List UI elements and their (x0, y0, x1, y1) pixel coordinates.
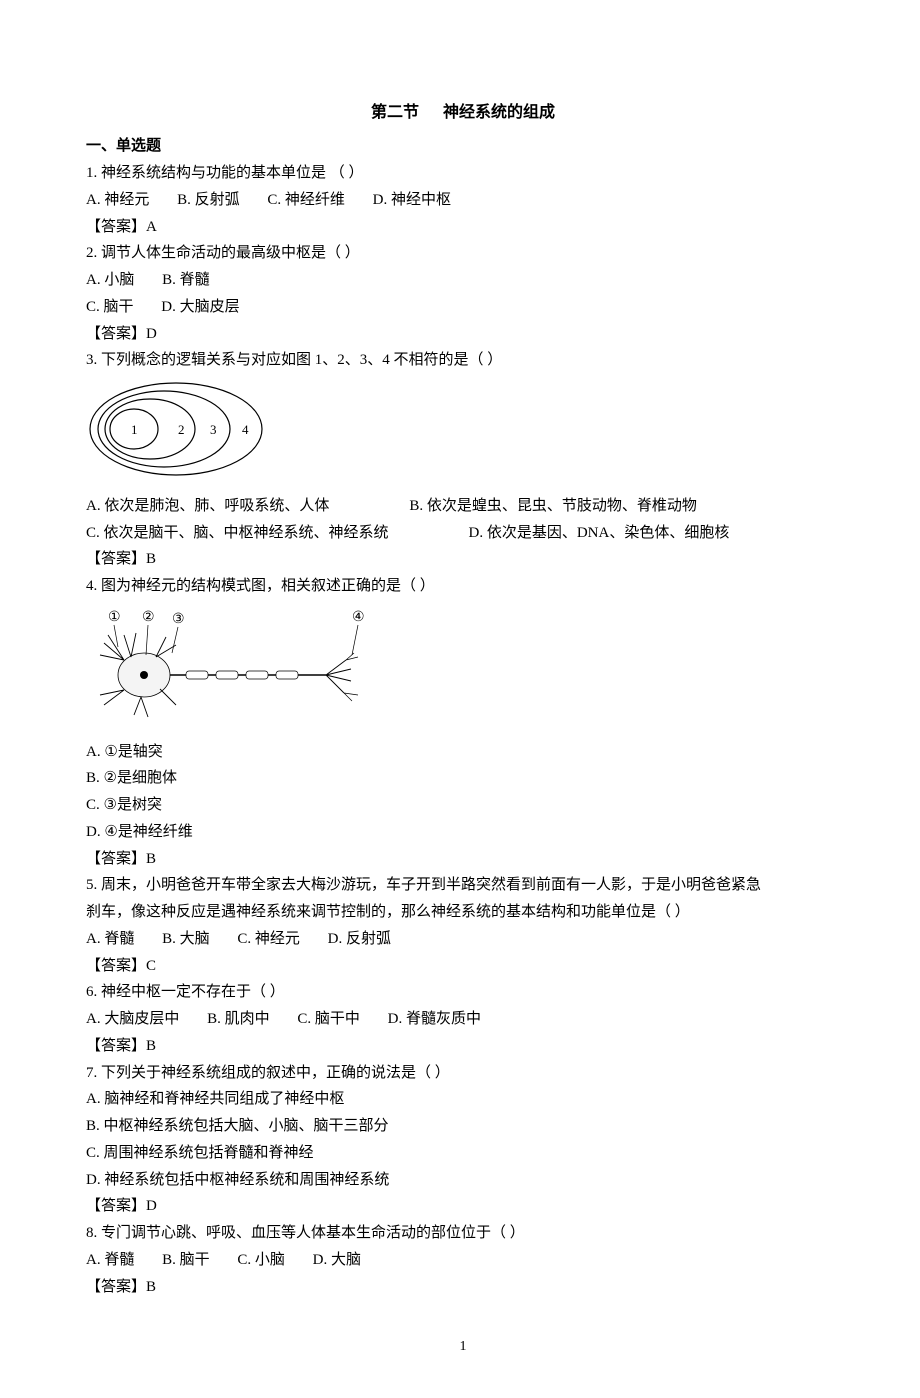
q3-opt-a: A. 依次是肺泡、肺、呼吸系统、人体 (86, 494, 329, 519)
q6-options: A. 大脑皮层中 B. 肌肉中 C. 脑干中 D. 脊髓灰质中 (86, 1007, 840, 1032)
q5-opt-b: B. 大脑 (162, 931, 210, 947)
q4-figure: ① ② ③ ④ (86, 605, 840, 734)
q4-opt-c: C. ③是树突 (86, 793, 840, 818)
q3-opt-c: C. 依次是脑干、脑、中枢神经系统、神经系统 (86, 521, 389, 546)
question-8: 8. 专门调节心跳、呼吸、血压等人体基本生命活动的部位位于（ ） (86, 1221, 840, 1246)
question-5-line2: 刹车，像这种反应是遇神经系统来调节控制的，那么神经系统的基本结构和功能单位是（ … (86, 900, 840, 925)
q4-fig-label-4: ④ (352, 610, 365, 625)
q5-opt-d: D. 反射弧 (328, 931, 391, 947)
q2-answer: 【答案】D (86, 322, 840, 347)
q1-answer: 【答案】A (86, 215, 840, 240)
question-5-line1: 5. 周末，小明爸爸开车带全家去大梅沙游玩，车子开到半路突然看到前面有一人影，于… (86, 873, 840, 898)
q2-options-row1: A. 小脑 B. 脊髓 (86, 268, 840, 293)
q4-fig-label-3: ③ (172, 612, 185, 627)
question-1: 1. 神经系统结构与功能的基本单位是 （ ） (86, 161, 840, 186)
q5-opt-a: A. 脊髓 (86, 931, 134, 947)
q8-opt-a: A. 脊髓 (86, 1252, 134, 1268)
q3-opt-b: B. 依次是蝗虫、昆虫、节肢动物、脊椎动物 (409, 494, 697, 519)
q6-answer: 【答案】B (86, 1034, 840, 1059)
q1-options: A. 神经元 B. 反射弧 C. 神经纤维 D. 神经中枢 (86, 188, 840, 213)
q1-opt-a: A. 神经元 (86, 192, 149, 208)
q7-answer: 【答案】D (86, 1194, 840, 1219)
q2-opt-a: A. 小脑 (86, 272, 134, 288)
title-part2: 神经系统的组成 (443, 104, 555, 121)
question-3: 3. 下列概念的逻辑关系与对应如图 1、2、3、4 不相符的是（ ） (86, 348, 840, 373)
q6-opt-c: C. 脑干中 (297, 1011, 360, 1027)
q8-opt-d: D. 大脑 (313, 1252, 361, 1268)
section-header: 一、单选题 (86, 134, 840, 159)
q4-opt-a: A. ①是轴突 (86, 740, 840, 765)
question-2: 2. 调节人体生命活动的最高级中枢是（ ） (86, 241, 840, 266)
question-6: 6. 神经中枢一定不存在于（ ） (86, 980, 840, 1005)
q3-fig-label-1: 1 (131, 422, 138, 437)
q8-opt-c: C. 小脑 (237, 1252, 285, 1268)
q3-opt-d: D. 依次是基因、DNA、染色体、细胞核 (469, 521, 730, 546)
title-part1: 第二节 (371, 104, 419, 121)
q3-fig-label-4: 4 (242, 422, 249, 437)
q1-opt-c: C. 神经纤维 (267, 192, 345, 208)
question-7: 7. 下列关于神经系统组成的叙述中，正确的说法是（ ） (86, 1061, 840, 1086)
q3-figure: 1 2 3 4 (86, 379, 840, 488)
q4-opt-b: B. ②是细胞体 (86, 766, 840, 791)
q3-fig-label-3: 3 (210, 422, 217, 437)
q2-options-row2: C. 脑干 D. 大脑皮层 (86, 295, 840, 320)
q6-opt-b: B. 肌肉中 (207, 1011, 270, 1027)
page-title: 第二节 神经系统的组成 (86, 100, 840, 126)
q4-answer: 【答案】B (86, 847, 840, 872)
q8-opt-b: B. 脑干 (162, 1252, 210, 1268)
q4-fig-label-2: ② (142, 610, 155, 625)
q2-opt-c: C. 脑干 (86, 299, 134, 315)
q3-fig-label-2: 2 (178, 422, 185, 437)
q7-opt-d: D. 神经系统包括中枢神经系统和周围神经系统 (86, 1168, 840, 1193)
q3-answer: 【答案】B (86, 547, 840, 572)
q5-options: A. 脊髓 B. 大脑 C. 神经元 D. 反射弧 (86, 927, 840, 952)
q7-opt-b: B. 中枢神经系统包括大脑、小脑、脑干三部分 (86, 1114, 840, 1139)
q6-opt-d: D. 脊髓灰质中 (388, 1011, 481, 1027)
q5-opt-c: C. 神经元 (237, 931, 300, 947)
q4-fig-label-1: ① (108, 610, 121, 625)
q5-answer: 【答案】C (86, 954, 840, 979)
q2-opt-d: D. 大脑皮层 (161, 299, 239, 315)
q8-options: A. 脊髓 B. 脑干 C. 小脑 D. 大脑 (86, 1248, 840, 1273)
q4-opt-d: D. ④是神经纤维 (86, 820, 840, 845)
q7-opt-a: A. 脑神经和脊神经共同组成了神经中枢 (86, 1087, 840, 1112)
q8-answer: 【答案】B (86, 1275, 840, 1300)
q7-opt-c: C. 周围神经系统包括脊髓和脊神经 (86, 1141, 840, 1166)
question-4: 4. 图为神经元的结构模式图，相关叙述正确的是（ ） (86, 574, 840, 599)
q2-opt-b: B. 脊髓 (162, 272, 210, 288)
q6-opt-a: A. 大脑皮层中 (86, 1011, 179, 1027)
page-number: 1 (86, 1335, 840, 1358)
q1-opt-d: D. 神经中枢 (373, 192, 451, 208)
q1-opt-b: B. 反射弧 (177, 192, 240, 208)
